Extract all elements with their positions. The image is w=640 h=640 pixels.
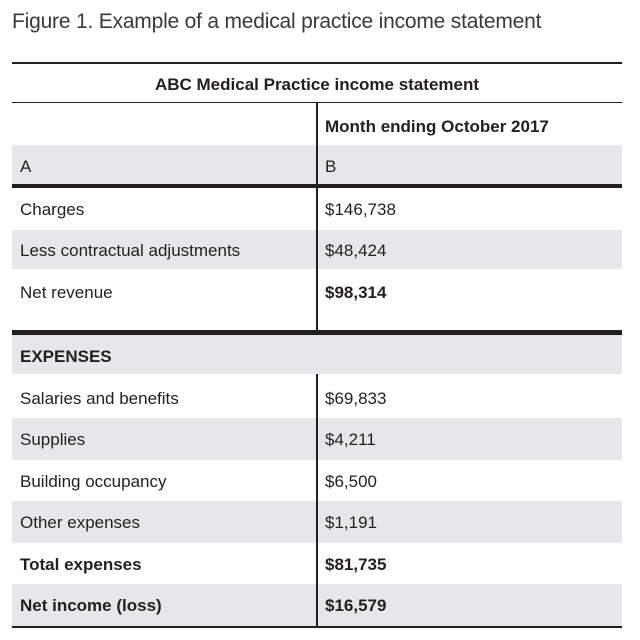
table-title: ABC Medical Practice income statement: [154, 75, 480, 94]
expenses-header-band: [12, 335, 622, 374]
column-letter-b: B: [325, 157, 337, 176]
total-expenses-label: Total expenses: [20, 555, 142, 574]
expense-label: Supplies: [20, 430, 86, 449]
expense-value: $4,211: [325, 430, 376, 449]
expense-label: Salaries and benefits: [20, 389, 179, 408]
expenses-thick-rule: [12, 330, 622, 335]
period-header: Month ending October 2017: [325, 117, 549, 136]
net-income-value: $16,579: [325, 596, 387, 615]
total-expenses-value: $81,735: [325, 555, 387, 574]
revenue-value: $48,424: [325, 241, 387, 260]
table-top-rule: [12, 62, 622, 64]
revenue-label: Charges: [20, 200, 85, 219]
column-divider-letters: [316, 145, 318, 184]
column-divider-revenue: [316, 188, 318, 330]
column-letter-a: A: [20, 157, 32, 176]
revenue-label: Net revenue: [20, 283, 113, 302]
expense-value: $69,833: [325, 389, 387, 408]
header-thick-rule: [12, 184, 622, 188]
expense-label: Building occupancy: [20, 472, 167, 491]
revenue-value: $146,738: [325, 200, 396, 219]
net-income-label: Net income (loss): [20, 596, 162, 615]
expense-value: $6,500: [325, 472, 377, 491]
expenses-header: EXPENSES: [20, 347, 112, 366]
column-divider-expenses: [316, 374, 318, 626]
net-revenue-value: $98,314: [325, 283, 387, 302]
expense-label: Other expenses: [20, 513, 141, 532]
expense-value: $1,191: [325, 513, 377, 532]
table-bottom-rule: [12, 626, 622, 628]
revenue-label: Less contractual adjustments: [20, 241, 241, 260]
figure-caption: Figure 1. Example of a medical practice …: [12, 10, 542, 33]
